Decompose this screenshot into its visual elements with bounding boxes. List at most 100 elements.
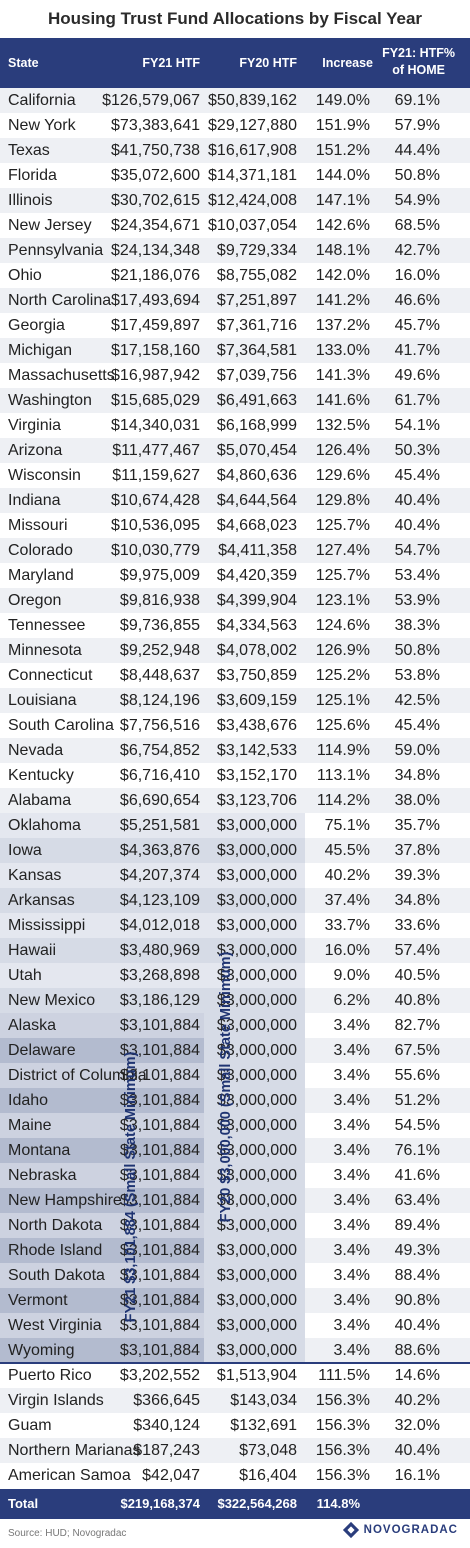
table-row [0,88,470,113]
cell-pct-of-home: 59.0% [394,742,440,759]
band-stripe [0,863,305,888]
cell-increase: 111.5% [318,1367,370,1384]
cell-fy20: $14,371,181 [208,167,297,184]
cell-fy20: $3,000,000 [216,1342,297,1359]
logo-text: NOVOGRADAC [363,1524,458,1536]
cell-state: Arizona [8,442,63,459]
cell-fy21: $3,101,884 [119,1167,200,1184]
cell-fy21: $3,101,884 [119,1267,200,1284]
cell-fy20: $3,000,000 [216,892,297,909]
cell-pct-of-home: 53.9% [394,592,440,609]
novogradac-logo: NOVOGRADAC [342,1521,458,1539]
cell-increase: 3.4% [333,1217,370,1234]
cell-increase: 3.4% [333,1242,370,1259]
cell-pct-of-home: 54.5% [394,1117,440,1134]
header-increase: Increase [322,56,373,70]
cell-fy21: $11,477,467 [112,442,200,459]
cell-fy21: $6,754,852 [119,742,200,759]
cell-state: Tennessee [8,617,86,634]
cell-increase: 132.5% [315,417,370,434]
cell-state: Colorado [8,542,73,559]
cell-fy20: $7,251,897 [216,292,297,309]
band-stripe [0,1113,204,1138]
cell-fy20: $3,438,676 [216,717,297,734]
cell-state: New Jersey [8,217,92,234]
cell-increase: 3.4% [333,1142,370,1159]
cell-pct-of-home: 90.8% [394,1292,440,1309]
cell-state: Puerto Rico [8,1367,92,1384]
table-row [0,238,470,263]
cell-fy21: $9,975,009 [119,567,200,584]
cell-fy20: $3,000,000 [216,842,297,859]
cell-pct-of-home: 55.6% [394,1067,440,1084]
cell-increase: 156.3% [315,1442,370,1459]
cell-fy21: $3,480,969 [119,942,200,959]
cell-pct-of-home: 57.9% [394,117,440,134]
cell-fy21: $3,101,884 [119,1292,200,1309]
cell-fy21: $6,690,654 [119,792,200,809]
cell-increase: 3.4% [333,1117,370,1134]
cell-pct-of-home: 82.7% [394,1017,440,1034]
band-stripe [0,1213,204,1238]
cell-fy20: $4,078,002 [216,642,297,659]
table-row [0,188,470,213]
band-stripe [0,913,305,938]
cell-fy21: $4,012,018 [119,917,200,934]
cell-fy20: $3,000,000 [216,1217,297,1234]
cell-increase: 114.9% [316,742,370,759]
cell-pct-of-home: 34.8% [394,767,440,784]
cell-state: Texas [8,142,50,159]
cell-increase: 3.4% [333,1042,370,1059]
page-title: Housing Trust Fund Allocations by Fiscal… [47,9,423,28]
band-stripe [0,1263,204,1288]
cell-fy20: $3,000,000 [216,1242,297,1259]
cell-pct-of-home: 42.7% [394,242,440,259]
header-state: State [8,56,39,70]
cell-increase: 151.2% [315,142,370,159]
cell-fy21: $3,186,129 [119,992,200,1009]
cell-state: Maine [8,1117,52,1134]
cell-pct-of-home: 38.3% [394,617,440,634]
total-label: Total [8,1496,39,1511]
cell-fy20: $3,000,000 [216,1067,297,1084]
table-row [0,313,470,338]
cell-fy21: $6,716,410 [119,767,200,784]
cell-increase: 114.2% [316,792,370,809]
cell-increase: 9.0% [333,967,370,984]
cell-pct-of-home: 50.8% [394,642,440,659]
cell-fy20: $1,513,904 [216,1367,297,1384]
cell-pct-of-home: 45.4% [394,717,440,734]
fy21-minimum-band [0,1013,204,1363]
cell-pct-of-home: 54.9% [394,192,440,209]
cell-increase: 126.4% [315,442,370,459]
cell-pct-of-home: 41.6% [394,1167,440,1184]
cell-increase: 3.4% [333,1292,370,1309]
cell-fy20: $3,000,000 [216,1267,297,1284]
cell-fy20: $3,000,000 [216,1167,297,1184]
cell-increase: 129.8% [315,492,370,509]
cell-fy20: $5,070,454 [216,442,297,459]
cell-fy21: $10,536,095 [111,517,200,534]
cell-state: Maryland [8,567,74,584]
cell-fy21: $3,101,884 [119,1317,200,1334]
cell-fy21: $3,268,898 [119,967,200,984]
header-fy20: FY20 HTF [239,56,297,70]
table-row [0,688,470,713]
cell-fy20: $3,000,000 [216,867,297,884]
source-note: Source: HUD; Novogradac [8,1528,127,1539]
cell-state: Louisiana [8,692,77,709]
total-increase: 114.8% [316,1496,360,1511]
cell-fy20: $4,411,358 [218,542,297,559]
cell-state: North Dakota [8,1217,103,1234]
cell-pct-of-home: 53.4% [394,567,440,584]
cell-fy20: $3,000,000 [216,1142,297,1159]
table-row [0,213,470,238]
fy20-minimum-label: FY20 $3,000,000 (Small State Minimum) [218,951,234,1223]
total-fy20: $322,564,268 [217,1496,297,1511]
cell-state: Vermont [8,1292,68,1309]
cell-increase: 156.3% [315,1467,370,1484]
cell-fy21: $3,202,552 [119,1367,200,1384]
cell-fy21: $187,243 [133,1442,200,1459]
cell-fy21: $42,047 [142,1467,200,1484]
cell-fy21: $35,072,600 [111,167,200,184]
